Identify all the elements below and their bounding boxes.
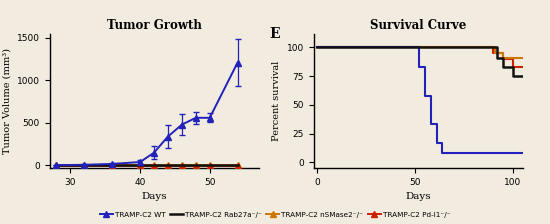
Y-axis label: Tumor Volume (mm³): Tumor Volume (mm³) — [2, 48, 11, 154]
X-axis label: Days: Days — [405, 192, 431, 201]
Legend: TRAMP-C2 WT, TRAMP-C2 Rab27a⁻/⁻, TRAMP-C2 nSMase2⁻/⁻, TRAMP-C2 Pd-l1⁻/⁻: TRAMP-C2 WT, TRAMP-C2 Rab27a⁻/⁻, TRAMP-C… — [97, 209, 453, 220]
Y-axis label: Percent survival: Percent survival — [272, 61, 281, 141]
X-axis label: Days: Days — [141, 192, 167, 201]
Text: E: E — [270, 27, 280, 41]
Title: Survival Curve: Survival Curve — [370, 19, 466, 32]
Title: Tumor Growth: Tumor Growth — [107, 19, 201, 32]
